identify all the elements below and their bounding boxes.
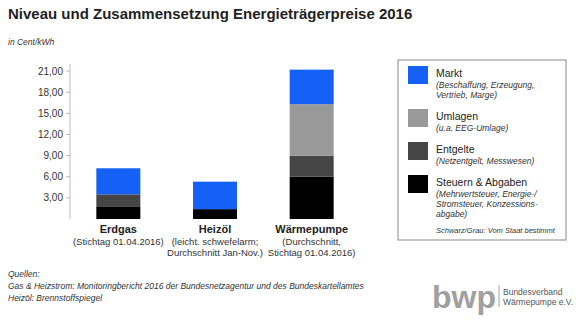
y-tick: [66, 92, 70, 93]
legend-label: Umlagen: [436, 110, 478, 122]
legend-note: Schwarz/Grau: Vom Staat bestimmt: [436, 226, 556, 235]
logo-divider: [499, 285, 500, 307]
legend-swatch: [408, 142, 428, 160]
legend-description: (u.a. EEG-Umlage): [436, 123, 508, 133]
y-tick: [66, 71, 70, 72]
y-tick: [66, 197, 70, 198]
y-axis-line: [70, 64, 71, 219]
source: Heizöl: Brennstoffspiegel: [8, 293, 103, 303]
legend: Markt(Beschaffung, Erzeugung,Vertrieb, M…: [398, 60, 566, 240]
legend-description: (Netzentgelt, Messwesen): [436, 156, 534, 166]
legend-label: Entgelte: [436, 143, 475, 155]
x-tick-label: Erdgas: [100, 223, 137, 235]
legend-description: Stromsteuer, Konzessions-: [436, 199, 538, 209]
legend-swatch: [408, 66, 428, 84]
y-tick-label: 21,00: [38, 66, 63, 77]
legend-label: Steuern & Abgaben: [436, 176, 527, 188]
bar-segment: [290, 70, 334, 105]
bar-segment: [96, 206, 140, 219]
y-tick: [66, 113, 70, 114]
category-note: Stichtag 01.04.2016): [268, 247, 356, 258]
category-note: Durchschnitt Jan-Nov.): [167, 247, 263, 258]
subtitle: in Cent/kWh: [8, 37, 55, 47]
bars: [96, 70, 333, 219]
source: Gas & Heizstrom: Monitoringbericht 2016 …: [8, 281, 365, 291]
bar-segment: [96, 194, 140, 206]
y-tick-label: 15,00: [38, 108, 63, 119]
category-note: (Durchschnitt,: [282, 236, 341, 247]
y-tick: [66, 134, 70, 135]
bar-segment: [290, 156, 334, 177]
y-tick-label: 6,00: [44, 171, 64, 182]
x-tick-label: Wärmepumpe: [275, 223, 348, 235]
bar-segment: [193, 209, 237, 219]
logo-line: Wärmepumpe e.V.: [503, 297, 573, 307]
logo-line: Bundesverband: [503, 287, 563, 297]
legend-description: (Beschaffung, Erzeugung,: [436, 80, 534, 90]
legend-label: Markt: [436, 67, 462, 79]
legend-description: Vertrieb, Marge): [436, 90, 497, 100]
legend-swatch: [408, 175, 428, 193]
legend-box: [398, 60, 566, 240]
x-tick-label: Heizöl: [199, 223, 231, 235]
y-tick: [66, 155, 70, 156]
legend-swatch: [408, 109, 428, 127]
category-note: (Stichtag 01.04.2016): [73, 236, 164, 247]
bar-segment: [96, 168, 140, 194]
legend-description: (Mehrwertsteuer, Energie-/: [436, 189, 538, 199]
logo-text: bwp: [432, 279, 496, 315]
bar-segment: [290, 104, 334, 155]
source: Quellen:: [8, 269, 40, 279]
bar-segment: [290, 177, 334, 219]
legend-description: abgabe): [436, 209, 467, 219]
category-note: (leicht. schwefelarm;: [172, 236, 259, 247]
y-tick-label: 12,00: [38, 129, 63, 140]
chart: Niveau und Zusammensetzung Energieträger…: [0, 0, 576, 320]
y-tick: [66, 176, 70, 177]
bar-segment: [193, 182, 237, 209]
title: Niveau und Zusammensetzung Energieträger…: [8, 5, 412, 22]
y-tick-label: 9,00: [44, 150, 64, 161]
y-tick-label: 18,00: [38, 87, 63, 98]
y-tick-label: 3,00: [44, 192, 64, 203]
